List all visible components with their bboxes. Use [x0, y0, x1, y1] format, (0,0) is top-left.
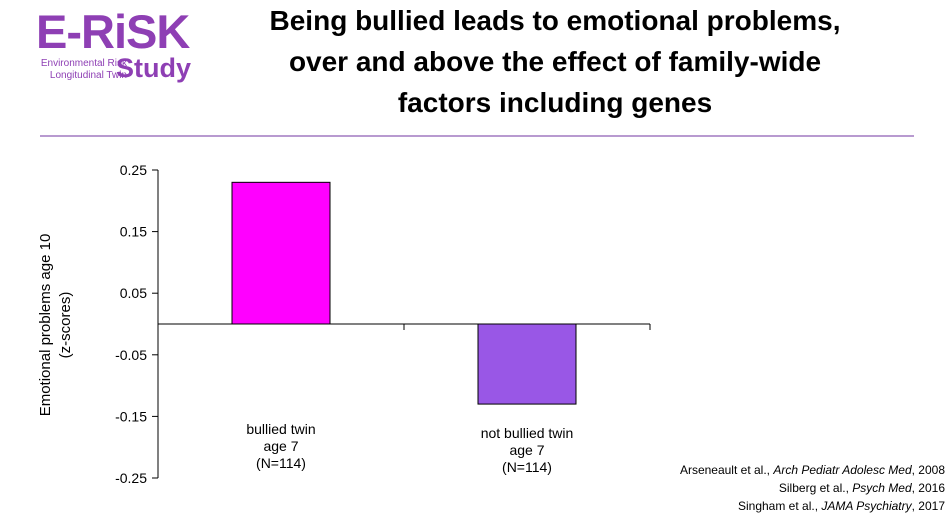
- y-axis-title-line: (z-scores): [57, 292, 74, 359]
- x-category-label: not bullied twin: [481, 425, 574, 441]
- x-category-label: (N=114): [256, 455, 306, 471]
- y-tick-label: 0.15: [120, 224, 147, 240]
- x-category-label: age 7: [509, 442, 544, 458]
- bar: [477, 323, 577, 405]
- title-line-3: factors including genes: [397, 87, 713, 118]
- bar: [231, 181, 331, 325]
- reference-1: Arseneault et al., Arch Pediatr Adolesc …: [679, 463, 945, 477]
- y-tick-label: -0.25: [115, 470, 147, 486]
- logo-wordmark: E-RiSK: [36, 5, 190, 58]
- title-line-1: Being bullied leads to emotional problem…: [269, 5, 841, 36]
- slide-title: Being bullied leads to emotional problem…: [215, 0, 895, 123]
- title-line-2: over and above the effect of family-wide: [288, 46, 822, 77]
- y-axis-title: Emotional problems age 10 (z-scores): [37, 234, 74, 417]
- e-risk-logo: E-RiSK Environmental Risk Longitudinal T…: [32, 6, 192, 86]
- y-tick-label: -0.15: [115, 408, 147, 424]
- title-divider: [40, 135, 914, 137]
- references: Arseneault et al., Arch Pediatr Adolesc …: [680, 461, 945, 515]
- x-category-label: age 7: [263, 438, 298, 454]
- y-tick-label: 0.05: [120, 285, 147, 301]
- x-category-label: bullied twin: [246, 421, 315, 437]
- y-axis-title-line: Emotional problems age 10: [37, 234, 54, 417]
- x-category-label: (N=114): [502, 459, 552, 475]
- y-tick-label: 0.25: [120, 162, 147, 178]
- y-tick-label: -0.05: [115, 347, 147, 363]
- logo-study-word: Study: [116, 53, 192, 83]
- reference-2: Silberg et al., Psych Med, 2016: [778, 481, 945, 495]
- logo-subtitle-line2: Longitudinal Twin: [49, 70, 127, 81]
- logo-subtitle-line1: Environmental Risk: [40, 58, 127, 69]
- reference-3: Singham et al., JAMA Psychiatry, 2017: [737, 499, 945, 513]
